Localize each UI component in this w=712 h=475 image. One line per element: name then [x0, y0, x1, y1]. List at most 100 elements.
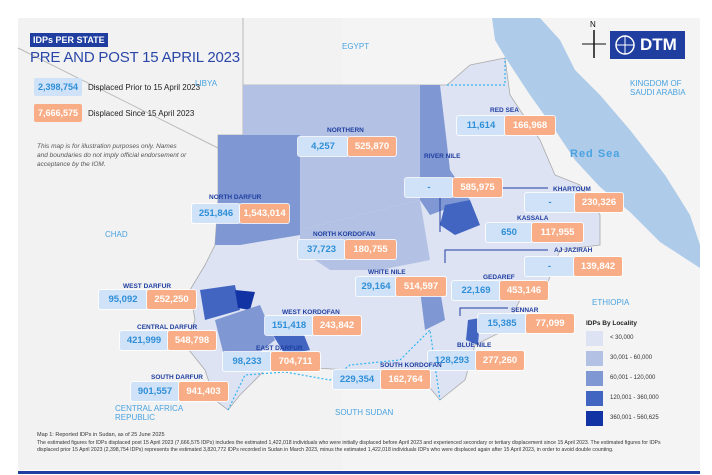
- prior-value-blue-nile: 128,293: [428, 351, 476, 370]
- legend-swatch: [586, 411, 603, 426]
- map-caption: Map 1: Reported IDPs in Sudan, as of 25 …: [37, 432, 165, 438]
- legend-label: 60,001 - 120,000: [610, 375, 656, 381]
- state-label-west-kordofan: WEST KORDOFAN: [282, 309, 340, 316]
- red-sea-water: [492, 18, 700, 268]
- since-value-central-darfur: 548,798: [168, 331, 216, 350]
- disclaimer: This map is for illustration purposes on…: [37, 143, 187, 168]
- country-egypt: EGYPT: [342, 42, 370, 51]
- prior-value-central-darfur: 421,999: [120, 331, 168, 350]
- region-khartoum: [440, 200, 480, 235]
- halaib-boundary: [447, 58, 506, 86]
- prior-value-south-darfur: 901,557: [131, 382, 179, 401]
- since-value-river-nile: 585,975: [453, 178, 502, 197]
- state-label-north-kordofan: NORTH KORDOFAN: [313, 231, 376, 238]
- state-label-south-darfur: SOUTH DARFUR: [151, 374, 203, 381]
- footnote: The estimated figures for IDPs displaced…: [37, 440, 661, 453]
- since-value-south-kordofan: 162,764: [381, 370, 430, 389]
- state-label-red-sea: RED SEA: [490, 107, 519, 114]
- country-ethiopia: ETHIOPIA: [592, 298, 630, 307]
- aj-jazirah-leader: [444, 249, 548, 263]
- state-label-khartoum: KHARTOUM: [553, 186, 591, 193]
- since-value-kassala: 117,955: [532, 223, 583, 242]
- country-south-sudan: SOUTH SUDAN: [335, 408, 394, 417]
- since-value-west-darfur: 252,250: [147, 290, 196, 309]
- legend-label: 30,001 - 60,000: [610, 355, 653, 361]
- region-west-darfur: [200, 285, 240, 320]
- prior-value-river-nile: -: [405, 178, 453, 197]
- total-since-value: 7,666,575: [34, 104, 82, 122]
- since-value-east-darfur: 704,711: [271, 352, 320, 371]
- prior-value-red-sea: 11,614: [457, 116, 505, 135]
- region-northern: [243, 85, 420, 230]
- since-value-west-kordofan: 243,842: [313, 316, 361, 335]
- since-value-north-kordofan: 180,755: [345, 240, 396, 259]
- iom-globe-icon: [615, 35, 635, 55]
- dtm-logo: DTM: [610, 31, 685, 59]
- since-value-north-darfur: 1,543,014: [240, 204, 289, 223]
- since-value-red-sea: 166,968: [505, 116, 555, 135]
- state-label-aj-jazirah: AJ JAZIRAH: [554, 247, 593, 254]
- state-label-sennar: SENNAR: [511, 307, 539, 314]
- prior-value-gedaref: 22,169: [452, 281, 500, 300]
- legend-label: < 30,000: [610, 335, 634, 341]
- since-value-blue-nile: 277,260: [476, 351, 524, 370]
- prior-value-white-nile: 29,164: [356, 277, 396, 296]
- border-line: [17, 47, 219, 149]
- logo-text: DTM: [640, 35, 677, 54]
- state-label-south-kordofan: SOUTH KORDOFAN: [380, 362, 442, 369]
- legend-label: 120,001 - 360,000: [610, 395, 659, 401]
- prior-value-north-kordofan: 37,723: [298, 240, 345, 259]
- prior-value-west-kordofan: 151,418: [265, 316, 313, 335]
- prior-value-khartoum: -: [525, 193, 575, 212]
- state-label-kassala: KASSALA: [517, 215, 549, 222]
- total-prior-value: 2,398,754: [34, 78, 82, 96]
- total-since-label: Displaced Since 15 April 2023: [88, 109, 195, 118]
- region-white-nile: [420, 290, 445, 330]
- region-central-darfur: [235, 290, 255, 310]
- prior-value-aj-jazirah: -: [525, 257, 574, 276]
- total-prior-label: Displaced Prior to 15 April 2023: [88, 83, 201, 92]
- since-value-south-darfur: 941,403: [179, 382, 228, 401]
- prior-value-sennar: 15,385: [478, 314, 526, 333]
- country-libya: LIBYA: [195, 79, 218, 88]
- state-label-west-darfur: WEST DARFUR: [123, 283, 172, 290]
- state-label-gedaref: GEDAREF: [483, 274, 515, 281]
- state-label-river-nile: RIVER NILE: [424, 153, 461, 160]
- legend-swatch: [586, 331, 603, 346]
- legend-swatch: [586, 371, 603, 386]
- sennar-leader: [459, 307, 508, 316]
- section-badge: IDPs PER STATE: [30, 33, 108, 47]
- legend-swatch: [586, 391, 603, 406]
- since-value-white-nile: 514,597: [396, 277, 446, 296]
- prior-value-northern: 4,257: [298, 137, 348, 156]
- north-label: N: [590, 20, 596, 29]
- country-saudi-arabia: KINGDOM OF SAUDI ARABIA: [630, 79, 686, 97]
- state-label-northern: NORTHERN: [327, 127, 364, 134]
- prior-value-kassala: 650: [486, 223, 532, 242]
- region-blue-nile: [466, 318, 480, 345]
- region-south-darfur: [215, 305, 275, 360]
- prior-value-east-darfur: 98,233: [223, 352, 271, 371]
- state-label-white-nile: WHITE NILE: [368, 269, 406, 276]
- state-label-central-darfur: CENTRAL DARFUR: [137, 324, 198, 331]
- state-label-east-darfur: EAST DARFUR: [256, 345, 303, 352]
- legend-label: 360,001 - 560,625: [610, 415, 659, 421]
- state-label-blue-nile: BLUE NILE: [457, 342, 492, 349]
- country-car: CENTRAL AFRICA REPUBLIC: [115, 404, 183, 422]
- since-value-gedaref: 453,146: [500, 281, 548, 300]
- state-label-north-darfur: NORTH DARFUR: [209, 194, 262, 201]
- sea-label: Red Sea: [570, 148, 621, 160]
- since-value-khartoum: 230,326: [575, 193, 623, 212]
- since-value-aj-jazirah: 139,842: [574, 257, 622, 276]
- bottom-rule: [18, 471, 700, 474]
- legend-swatch: [586, 351, 603, 366]
- legend-title: IDPs By Locality: [586, 320, 637, 327]
- since-value-sennar: 77,099: [526, 314, 574, 333]
- prior-value-north-darfur: 251,846: [192, 204, 240, 223]
- page-title: PRE AND POST 15 APRIL 2023: [30, 49, 240, 66]
- country-chad: CHAD: [105, 230, 128, 239]
- region-north-darfur: [215, 135, 300, 245]
- since-value-northern: 525,870: [348, 137, 396, 156]
- prior-value-west-darfur: 95,092: [99, 290, 147, 309]
